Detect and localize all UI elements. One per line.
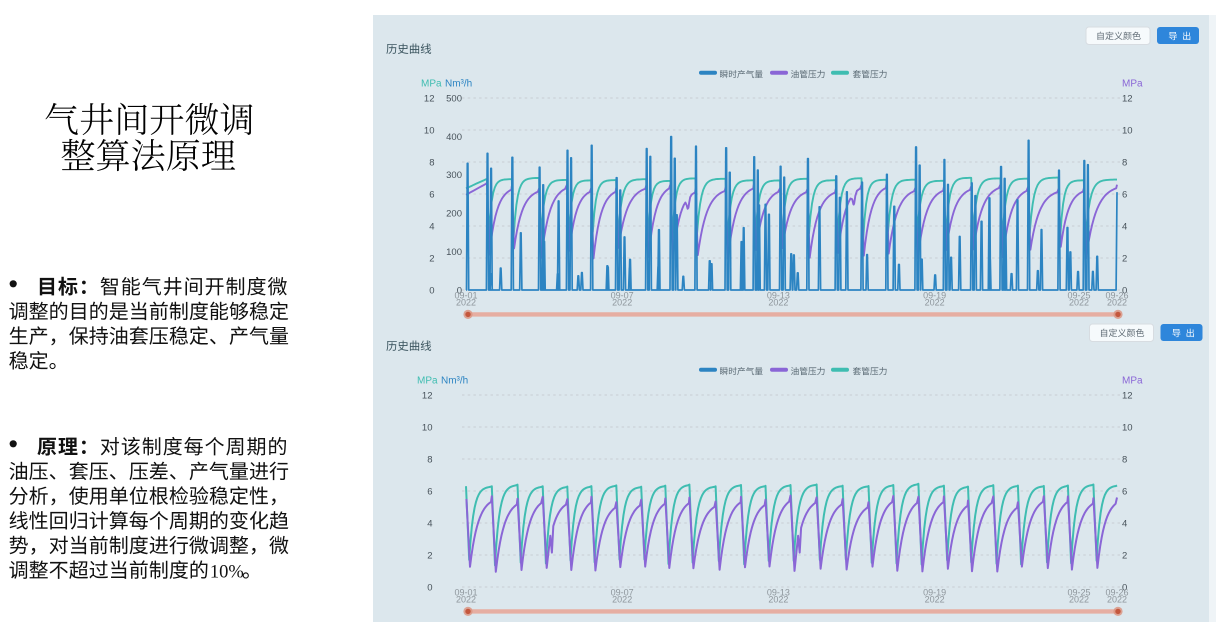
svg-text:4: 4 [429, 221, 434, 232]
svg-text:09-25: 09-25 [1067, 291, 1090, 301]
svg-text:2022: 2022 [1069, 298, 1089, 308]
svg-text:2: 2 [1122, 253, 1127, 264]
svg-text:09-26: 09-26 [1105, 291, 1128, 301]
svg-text:2022: 2022 [925, 595, 945, 605]
svg-text:2022: 2022 [456, 298, 476, 308]
svg-text:0: 0 [457, 285, 462, 296]
svg-text:300: 300 [446, 170, 462, 181]
svg-text:2022: 2022 [1069, 595, 1089, 605]
svg-text:09-01: 09-01 [454, 291, 477, 301]
svg-text:4: 4 [1122, 221, 1127, 232]
svg-text:2022: 2022 [456, 595, 476, 605]
svg-text:500: 500 [446, 93, 462, 104]
svg-text:4: 4 [1122, 518, 1127, 529]
svg-text:Nm³/h: Nm³/h [445, 79, 472, 90]
svg-text:6: 6 [1122, 189, 1127, 200]
svg-text:09-25: 09-25 [1067, 588, 1090, 598]
svg-text:2: 2 [429, 253, 434, 264]
svg-text:8: 8 [1122, 454, 1127, 465]
svg-text:09-07: 09-07 [611, 588, 634, 598]
svg-text:10: 10 [422, 422, 433, 433]
svg-text:10: 10 [1122, 422, 1133, 433]
svg-text:2022: 2022 [612, 298, 632, 308]
svg-text:12: 12 [424, 93, 435, 104]
svg-text:2022: 2022 [768, 298, 788, 308]
svg-text:09-07: 09-07 [611, 291, 634, 301]
svg-text:200: 200 [446, 209, 462, 220]
svg-text:09-26: 09-26 [1105, 588, 1128, 598]
svg-text:4: 4 [427, 518, 432, 529]
svg-text:0: 0 [427, 582, 432, 593]
svg-text:09-13: 09-13 [767, 291, 790, 301]
svg-text:09-01: 09-01 [454, 588, 477, 598]
svg-text:MPa: MPa [417, 376, 438, 387]
svg-text:400: 400 [446, 132, 462, 143]
svg-text:0: 0 [1122, 285, 1127, 296]
svg-text:10%: 10% [210, 562, 244, 582]
svg-text:12: 12 [422, 390, 433, 401]
svg-text:8: 8 [429, 157, 434, 168]
svg-text:2: 2 [427, 550, 432, 561]
svg-text:8: 8 [427, 454, 432, 465]
svg-text:2022: 2022 [612, 595, 632, 605]
svg-text:2022: 2022 [1107, 298, 1127, 308]
svg-text:MPa: MPa [421, 79, 442, 90]
svg-text:MPa: MPa [1122, 79, 1143, 90]
svg-text:09-19: 09-19 [923, 588, 946, 598]
svg-text:12: 12 [1122, 390, 1133, 401]
svg-text:12: 12 [1122, 93, 1133, 104]
svg-text:8: 8 [1122, 157, 1127, 168]
svg-text:09-13: 09-13 [767, 588, 790, 598]
svg-text:6: 6 [1122, 486, 1127, 497]
svg-text:6: 6 [427, 486, 432, 497]
svg-text:100: 100 [446, 247, 462, 258]
svg-text:6: 6 [429, 189, 434, 200]
svg-text:2: 2 [1122, 550, 1127, 561]
svg-text:2022: 2022 [925, 298, 945, 308]
svg-text:MPa: MPa [1122, 376, 1143, 387]
svg-text:0: 0 [429, 285, 434, 296]
svg-text:2022: 2022 [768, 595, 788, 605]
svg-text:10: 10 [424, 125, 435, 136]
svg-text:0: 0 [1122, 582, 1127, 593]
svg-text:10: 10 [1122, 125, 1133, 136]
svg-text:2022: 2022 [1107, 595, 1127, 605]
svg-text:09-19: 09-19 [923, 291, 946, 301]
svg-text:Nm³/h: Nm³/h [441, 376, 468, 387]
